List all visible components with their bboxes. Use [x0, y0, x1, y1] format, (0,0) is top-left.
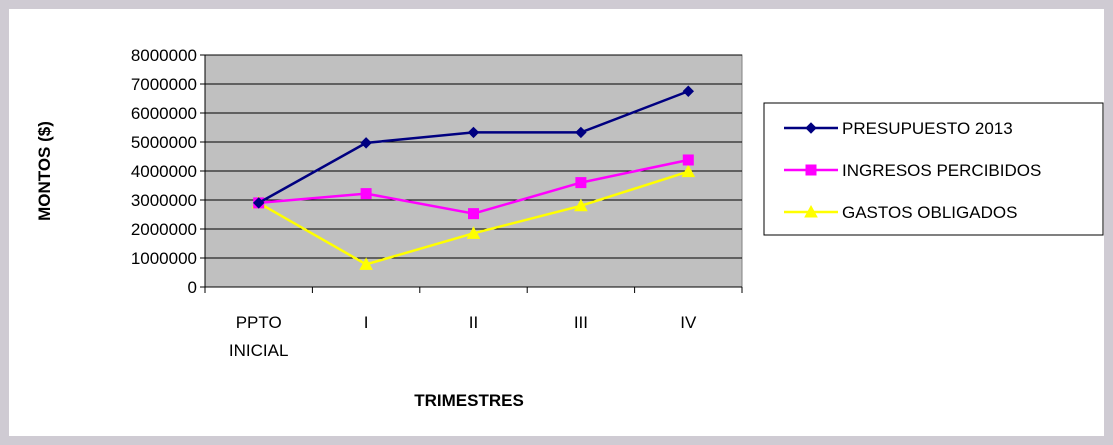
y-tick-label: 5000000 [131, 133, 197, 152]
x-axis-title: TRIMESTRES [414, 391, 524, 410]
x-tick-label: PPTO INICIAL [229, 313, 289, 360]
x-tick-label: I [364, 313, 369, 332]
legend-label: GASTOS OBLIGADOS [842, 203, 1017, 222]
y-axis-tick-labels: 0 1000000 2000000 3000000 4000000 5000000 6000… [131, 46, 197, 297]
data-point [468, 208, 479, 220]
axes [204, 55, 743, 293]
y-tick-label: 3000000 [131, 191, 197, 210]
data-point [682, 85, 695, 97]
y-tick-label: 6000000 [131, 104, 197, 123]
data-point [360, 188, 372, 200]
data-point [252, 197, 265, 209]
legend-marker [805, 122, 817, 134]
data-point [682, 154, 694, 166]
data-point [360, 137, 372, 149]
legend: PRESUPUESTO 2013 INGRESOS PERCIBIDOS GASTO… [763, 102, 1104, 236]
legend-marker [804, 204, 818, 218]
legend-label: INGRESOS PERCIBIDOS [842, 161, 1041, 180]
legend-item: PRESUPUESTO 2013 [784, 119, 1013, 138]
y-tick-label: 2000000 [131, 220, 197, 239]
x-tick-label: II [469, 313, 478, 332]
legend-label: PRESUPUESTO 2013 [842, 119, 1013, 138]
y-axis-title: MONTOS ($) [35, 121, 54, 221]
y-tick-label: 7000000 [131, 75, 197, 94]
y-tick-label: 4000000 [131, 162, 197, 181]
data-point [681, 164, 696, 178]
x-tick-label: III [574, 313, 588, 332]
y-tick-label: 8000000 [131, 46, 197, 65]
series-layer [251, 85, 696, 270]
data-point [575, 177, 587, 189]
data-point [467, 126, 480, 139]
data-point [466, 226, 481, 239]
series-presupuesto-2013 [252, 85, 695, 209]
data-point [574, 198, 588, 212]
data-point [359, 257, 373, 270]
data-point [575, 126, 587, 139]
y-tick-label: 0 [188, 278, 197, 297]
legend-item: INGRESOS PERCIBIDOS [784, 161, 1041, 180]
y-tick-label: 1000000 [131, 249, 197, 268]
legend-item: GASTOS OBLIGADOS [784, 203, 1017, 222]
legend-marker [805, 164, 817, 176]
x-tick-label: IV [680, 313, 697, 332]
